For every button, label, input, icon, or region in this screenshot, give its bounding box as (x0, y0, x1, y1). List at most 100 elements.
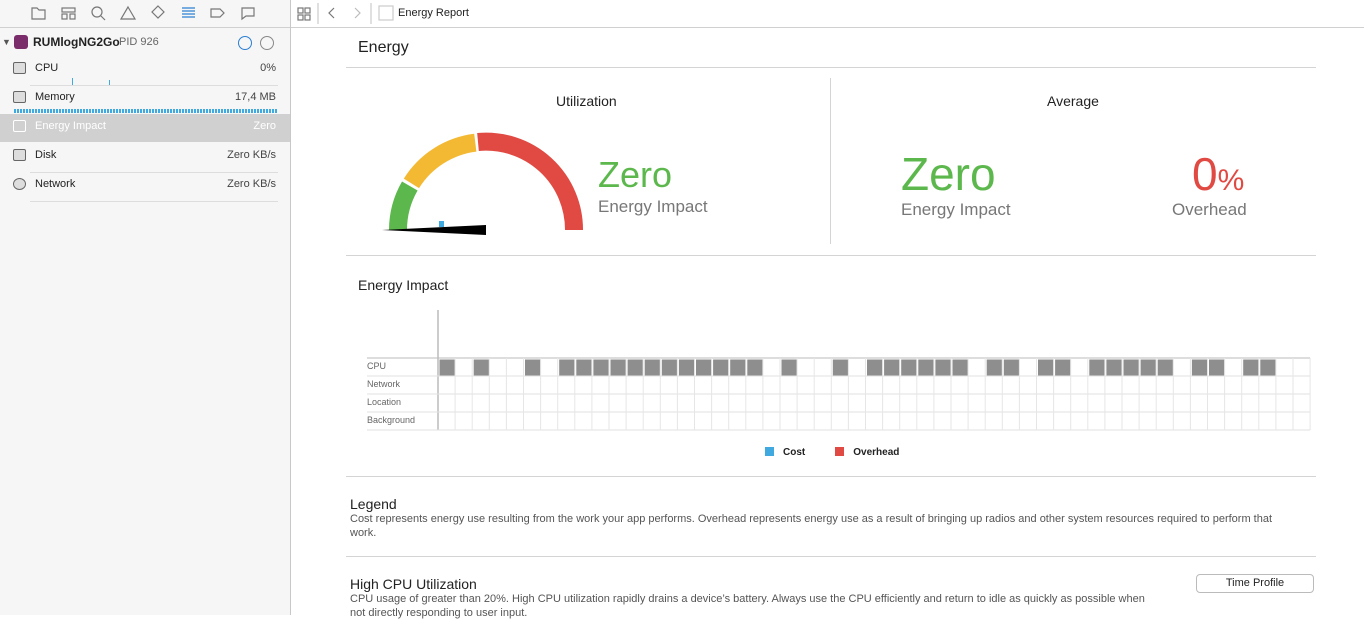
item-value: Zero KB/s (227, 149, 276, 161)
item-icon (13, 120, 26, 132)
overhead-unit: % (1217, 164, 1245, 197)
separator (30, 85, 278, 86)
cpu-active-cell (986, 359, 1002, 376)
sidebar-item[interactable]: CPU 0% (0, 56, 290, 84)
cpu-active-cell (593, 359, 609, 376)
cpu-active-cell (1123, 359, 1139, 376)
legend-title: Legend (350, 496, 397, 512)
cpu-active-cell (610, 359, 626, 376)
navigator-icons (31, 5, 255, 21)
cpu-active-cell (627, 359, 643, 376)
row-label: Network (367, 379, 401, 389)
cpu-active-cell (1003, 359, 1019, 376)
cpu-active-cell (1038, 359, 1054, 376)
cpu-active-cell (781, 359, 797, 376)
legend-item: Cost (765, 447, 805, 458)
row-label: Location (367, 397, 401, 407)
cpu-active-cell (935, 359, 951, 376)
separator (30, 201, 278, 202)
sidebar-item[interactable]: Disk Zero KB/s (0, 143, 290, 171)
high-cpu-title: High CPU Utilization (350, 576, 477, 592)
row-label: Background (367, 415, 415, 425)
cpu-active-cell (473, 359, 489, 376)
utilization-value: Zero (598, 154, 673, 195)
item-label: CPU (35, 62, 59, 74)
item-icon (13, 178, 26, 190)
cpu-active-cell (918, 359, 934, 376)
cpu-active-cell (525, 359, 541, 376)
chart-title: Energy Impact (358, 277, 449, 293)
cpu-active-cell (1243, 359, 1259, 376)
jump-bar: Energy Report (291, 0, 1364, 28)
cpu-active-cell (559, 359, 575, 376)
breadcrumb[interactable]: Energy Report (398, 7, 469, 19)
cpu-active-cell (678, 359, 694, 376)
item-label: Disk (35, 149, 57, 161)
disclosure[interactable]: ▼ (2, 37, 11, 47)
cpu-active-cell (713, 359, 729, 376)
cpu-active-cell (867, 359, 883, 376)
gauge-red (477, 132, 584, 231)
mini-graph (72, 78, 73, 85)
legend-label: Cost (783, 447, 806, 458)
sidebar-item[interactable]: Memory 17,4 MB (0, 85, 290, 113)
cpu-active-cell (439, 359, 455, 376)
legend-label: Overhead (853, 447, 900, 458)
cpu-active-cell (696, 359, 712, 376)
sidebar: ▼ RUMlogNG2Go PID 926 CPU 0% Memory 17,4 M… (0, 0, 291, 615)
gauge-yellow (403, 133, 477, 189)
gauge (382, 132, 584, 235)
cpu-active-cell (901, 359, 917, 376)
item-value: Zero (253, 120, 276, 132)
sidebar-item-selected[interactable]: Energy Impact Zero (0, 114, 290, 142)
sidebar-item[interactable]: Network Zero KB/s (0, 172, 290, 200)
process-name: RUMlogNG2Go (33, 35, 120, 49)
chart-legend: Cost Overhead (765, 447, 929, 458)
cpu-active-cell (884, 359, 900, 376)
overhead-value: 0% (1192, 147, 1244, 201)
jump-bar-icons (297, 3, 394, 24)
item-label: Memory (35, 91, 75, 103)
item-value: 0% (260, 62, 276, 74)
debug-gauge-icon[interactable] (238, 36, 252, 50)
item-icon (13, 149, 26, 161)
cpu-active-cell (1260, 359, 1276, 376)
energy-grid: CPU Network Location Background (367, 310, 1311, 431)
process-pid: PID 926 (119, 36, 159, 48)
divider (346, 255, 1316, 256)
cpu-active-cell (1089, 359, 1105, 376)
divider (830, 78, 831, 244)
average-impact-label: Energy Impact (901, 200, 1011, 219)
row-label: CPU (367, 361, 386, 371)
cpu-active-cell (576, 359, 592, 376)
report-title: Energy (358, 39, 409, 56)
overhead-number: 0 (1192, 148, 1218, 200)
utilization-heading: Utilization (556, 93, 617, 109)
cpu-active-cell (1191, 359, 1207, 376)
item-label: Network (35, 178, 76, 190)
cpu-active-cell (730, 359, 746, 376)
pause-icon[interactable] (260, 36, 274, 50)
cpu-active-cell (661, 359, 677, 376)
item-icon (13, 62, 26, 74)
utilization-label: Energy Impact (598, 197, 708, 216)
separator (30, 172, 278, 173)
divider (346, 556, 1316, 557)
item-value: 17,4 MB (235, 91, 276, 103)
cpu-active-cell (1055, 359, 1071, 376)
item-label: Energy Impact (35, 120, 106, 132)
divider (346, 67, 1316, 68)
cpu-active-cell (1140, 359, 1156, 376)
time-profile-button[interactable]: Time Profile (1196, 574, 1314, 593)
divider (346, 476, 1316, 477)
mini-graph (109, 80, 110, 85)
cpu-active-cell (952, 359, 968, 376)
item-icon (13, 91, 26, 103)
cpu-active-cell (832, 359, 848, 376)
average-impact-value: Zero (901, 148, 996, 200)
cpu-active-cell (1106, 359, 1122, 376)
legend-item: Overhead (835, 447, 899, 458)
cpu-active-cell (644, 359, 660, 376)
legend-swatch (765, 447, 774, 456)
